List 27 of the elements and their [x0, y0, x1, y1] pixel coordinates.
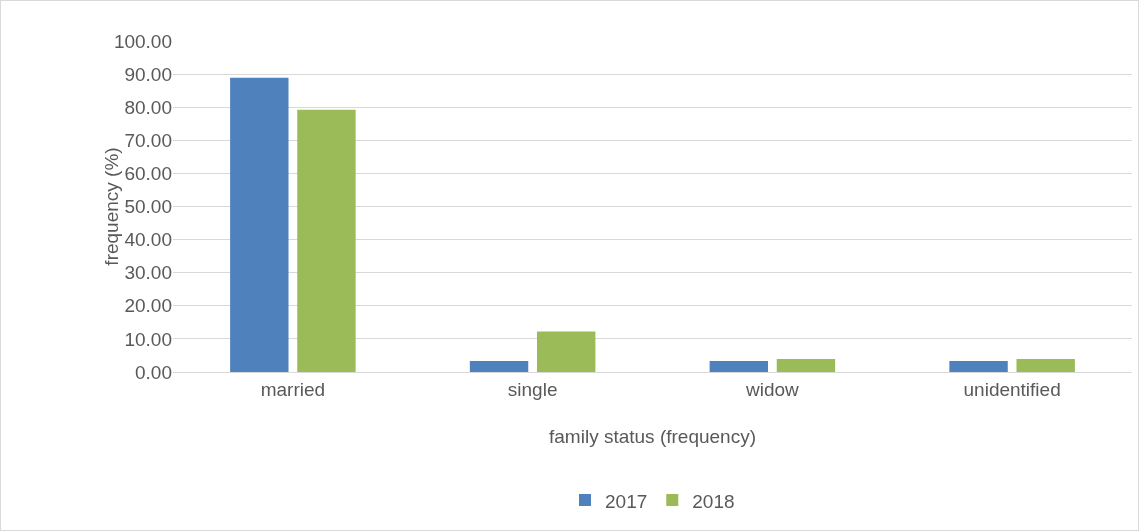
x-tick-label: single: [507, 378, 558, 400]
bar: [469, 361, 529, 372]
legend-label: 2018: [692, 490, 735, 512]
bar: [776, 359, 836, 372]
y-tick-label: 10.00: [124, 328, 172, 350]
y-tick-label: 0.00: [135, 361, 172, 383]
bar: [709, 361, 769, 372]
y-tick-label: 30.00: [124, 262, 172, 284]
y-axis-title: frequency (%): [101, 147, 123, 266]
y-tick-label: 20.00: [124, 295, 172, 317]
y-tick-label: 40.00: [124, 229, 172, 251]
y-tick-label: 100.00: [113, 30, 172, 52]
bar: [949, 361, 1008, 372]
legend-label: 2017: [605, 490, 648, 512]
y-tick-label: 60.00: [124, 163, 172, 185]
bar: [1016, 359, 1075, 372]
y-tick-label: 90.00: [124, 63, 172, 85]
bar: [230, 77, 289, 372]
x-tick-label: widow: [744, 378, 800, 400]
x-axis-title: family status (frequency): [549, 425, 756, 447]
bar: [536, 331, 596, 372]
x-tick-label: unidentified: [963, 378, 1061, 400]
y-tick-label: 70.00: [124, 129, 172, 151]
x-tick-label: married: [260, 378, 326, 400]
y-tick-label: 80.00: [124, 96, 172, 118]
bar: [297, 109, 356, 372]
y-tick-label: 50.00: [124, 196, 172, 218]
